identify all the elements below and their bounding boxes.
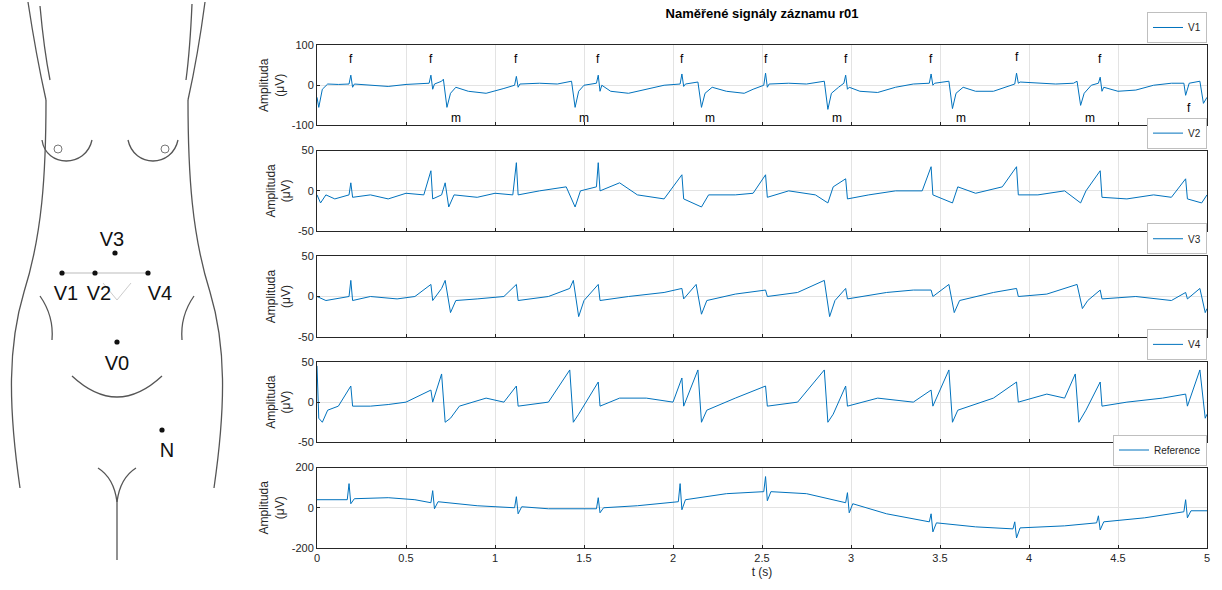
svg-text:m: m [451, 111, 461, 125]
svg-text:0: 0 [308, 290, 314, 302]
svg-text:-200: -200 [292, 542, 314, 554]
svg-text:V0: V0 [105, 352, 129, 374]
svg-text:m: m [1085, 111, 1095, 125]
svg-text:f: f [429, 52, 433, 66]
svg-text:f: f [596, 52, 600, 66]
svg-text:0: 0 [314, 552, 320, 564]
svg-text:V1: V1 [54, 282, 78, 304]
svg-text:V2: V2 [1188, 128, 1201, 139]
svg-text:50: 50 [302, 250, 314, 262]
svg-text:0: 0 [308, 185, 314, 197]
svg-text:5: 5 [1204, 552, 1210, 564]
svg-text:-50: -50 [298, 225, 314, 237]
svg-text:N: N [160, 439, 174, 461]
svg-text:f: f [680, 52, 684, 66]
svg-text:Amplituda(μV): Amplituda(μV) [257, 481, 287, 535]
svg-text:V4: V4 [148, 282, 172, 304]
svg-text:100: 100 [295, 39, 313, 51]
svg-text:200: 200 [295, 461, 313, 473]
svg-text:f: f [764, 52, 768, 66]
svg-text:V3: V3 [100, 228, 124, 250]
svg-text:f: f [514, 52, 518, 66]
svg-text:V4: V4 [1188, 339, 1201, 350]
svg-text:V1: V1 [1188, 22, 1201, 33]
svg-text:-50: -50 [298, 436, 314, 448]
svg-text:2: 2 [670, 552, 676, 564]
svg-text:4.5: 4.5 [1110, 552, 1125, 564]
svg-text:Amplituda(μV): Amplituda(μV) [264, 375, 294, 429]
svg-text:0: 0 [308, 79, 314, 91]
svg-text:50: 50 [302, 356, 314, 368]
svg-text:50: 50 [302, 144, 314, 156]
svg-text:f: f [1015, 50, 1019, 64]
svg-text:V3: V3 [1188, 234, 1201, 245]
svg-text:m: m [832, 111, 842, 125]
svg-text:f: f [929, 52, 933, 66]
svg-text:V2: V2 [87, 282, 111, 304]
svg-text:m: m [579, 111, 589, 125]
svg-text:1: 1 [492, 552, 498, 564]
svg-text:4: 4 [1026, 552, 1032, 564]
svg-text:Naměřené signály záznamu r01: Naměřené signály záznamu r01 [666, 6, 859, 21]
svg-text:2.5: 2.5 [754, 552, 769, 564]
svg-text:f: f [1187, 101, 1191, 115]
svg-text:Amplituda(μV): Amplituda(μV) [264, 270, 294, 324]
svg-text:f: f [349, 52, 353, 66]
svg-text:-50: -50 [298, 331, 314, 343]
svg-text:t (s): t (s) [752, 565, 773, 579]
svg-text:0.5: 0.5 [398, 552, 413, 564]
svg-text:-100: -100 [292, 119, 314, 131]
svg-text:Amplituda(μV): Amplituda(μV) [264, 164, 294, 218]
svg-text:3: 3 [848, 552, 854, 564]
svg-text:0: 0 [308, 502, 314, 514]
svg-text:3.5: 3.5 [932, 552, 947, 564]
svg-text:Reference: Reference [1154, 445, 1201, 456]
svg-text:m: m [956, 111, 966, 125]
svg-text:0: 0 [308, 396, 314, 408]
svg-text:f: f [844, 52, 848, 66]
svg-text:f: f [1098, 52, 1102, 66]
svg-text:m: m [705, 111, 715, 125]
svg-text:1.5: 1.5 [576, 552, 591, 564]
svg-text:Amplituda(μV): Amplituda(μV) [257, 58, 287, 112]
